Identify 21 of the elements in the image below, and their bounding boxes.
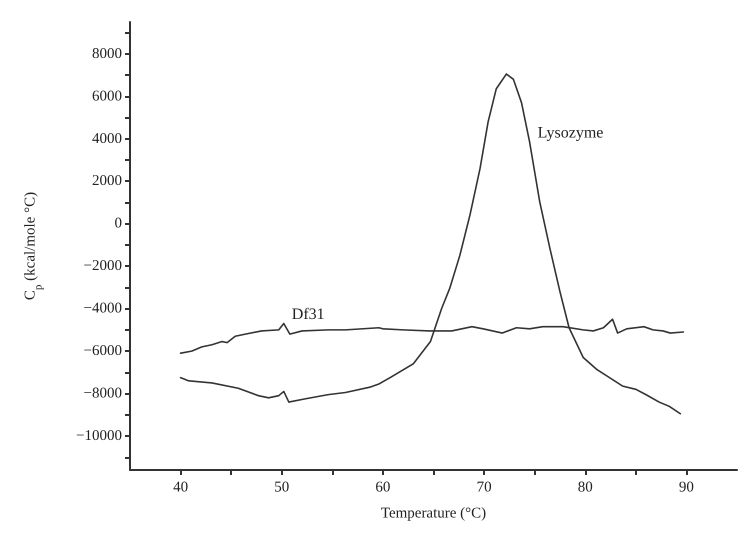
y-tick-label: −4000 (84, 300, 122, 317)
annotation: Df31 (292, 306, 325, 323)
y-tick-label: −6000 (84, 343, 122, 360)
x-tick-label: 50 (274, 480, 290, 496)
x-tick-label: 90 (678, 480, 694, 496)
x-tick-label: 70 (476, 480, 492, 496)
x-tick-label: 60 (375, 480, 390, 496)
x-tick-label: 80 (578, 480, 593, 496)
y-tick-label: 6000 (92, 88, 122, 104)
y-tick-label: 8000 (92, 46, 122, 62)
x-tick-label: 40 (173, 480, 188, 496)
y-tick-label: −10000 (76, 428, 122, 444)
y-tick-label: 0 (114, 216, 122, 232)
x-axis-title: Temperature (°C) (380, 506, 486, 522)
y-tick-label: −2000 (84, 258, 122, 274)
line-series (180, 73, 682, 415)
annotation: Lysozyme (538, 124, 604, 142)
y-tick-label: 4000 (92, 130, 122, 147)
y-tick-label: −8000 (84, 386, 122, 402)
y-tick-label: 2000 (92, 173, 122, 190)
y-axis-title: Cp (kcal/mole °C) (22, 192, 44, 300)
